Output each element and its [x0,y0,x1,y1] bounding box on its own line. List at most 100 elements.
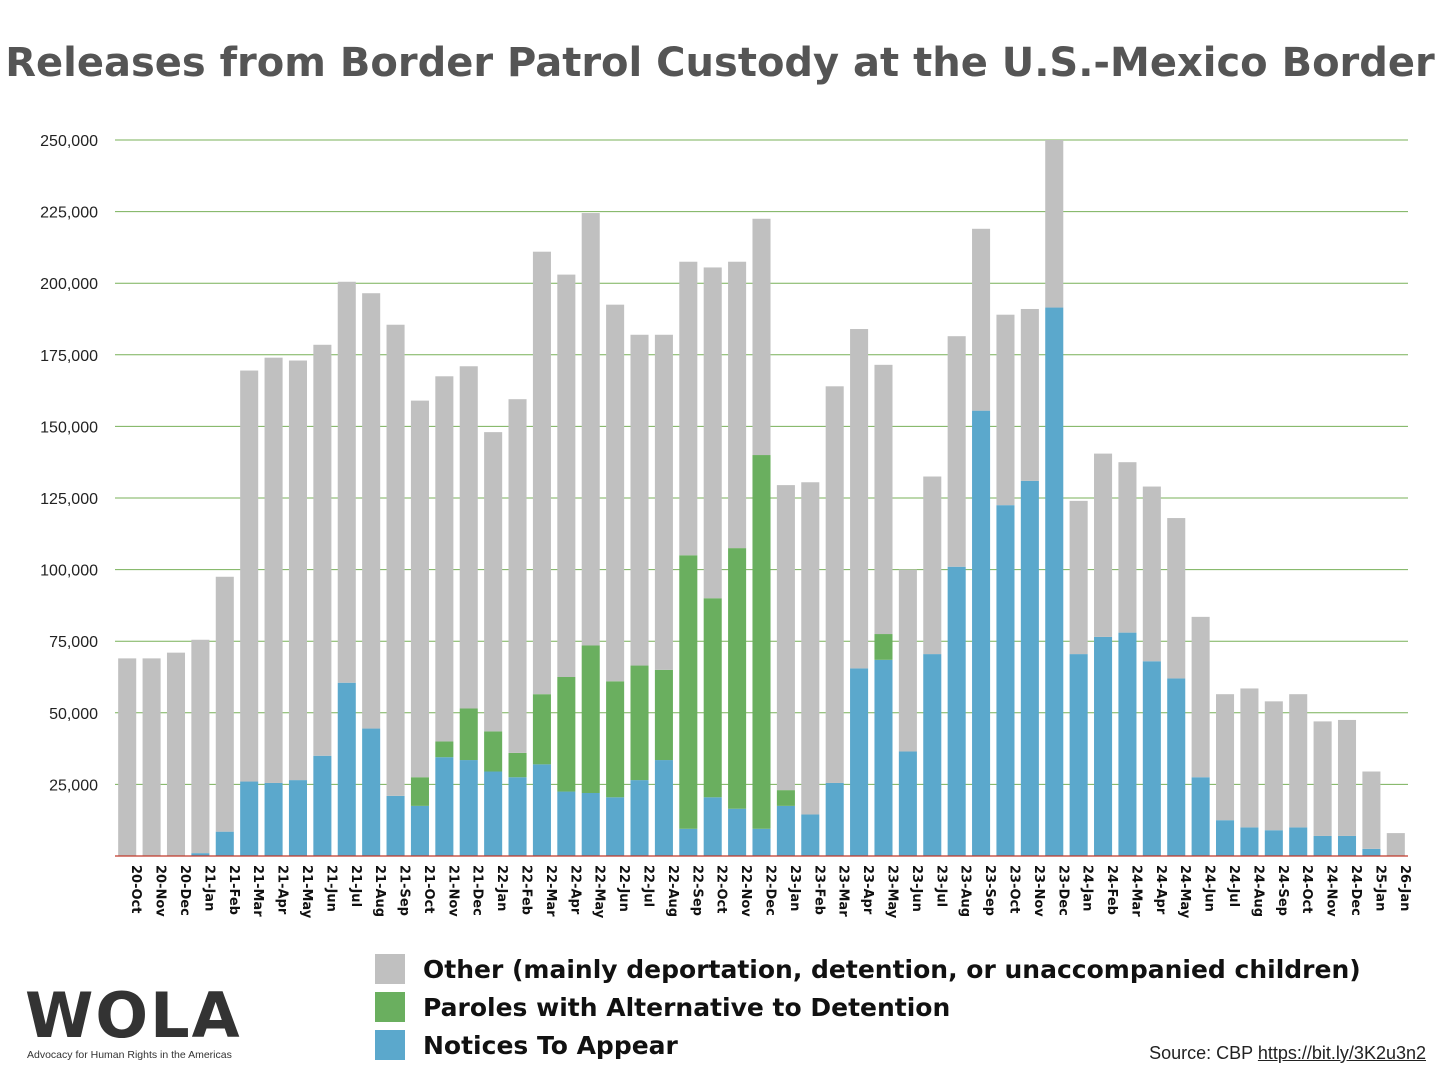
x-tick-label: 24-Feb [1104,865,1119,915]
bar-notices-to-appear [923,654,942,856]
x-tick-label: 22-Sep [689,865,704,916]
bar-notices-to-appear [825,782,844,856]
x-tick-label: 21-Dec [470,865,485,916]
logo-wordmark: WOLA [25,979,242,1052]
bar-parole-atd [508,752,527,778]
y-tick-label: 125,000 [40,491,98,508]
bar-other [1142,486,1161,662]
bar-notices-to-appear [606,797,625,856]
x-tick-label: 24-Aug [1250,865,1265,917]
bar-other [606,304,625,682]
bar-other [484,432,503,732]
bar-other [996,314,1015,506]
x-tick-label: 23-Jul [933,865,948,907]
bar-parole-atd [654,669,673,761]
bar-other [1118,462,1137,633]
legend-item-parole: Paroles with Alternative to Detention [375,988,1361,1026]
bar-other [1045,140,1064,308]
source-prefix: Source: CBP [1149,1043,1253,1063]
x-tick-label: 21-Apr [275,865,290,915]
x-tick-label: 21-Nov [445,865,460,917]
bar-notices-to-appear [1167,678,1186,856]
y-tick-label: 250,000 [40,133,98,150]
bar-parole-atd [776,790,795,806]
bar-notices-to-appear [1313,835,1332,856]
bar-notices-to-appear [240,781,259,856]
bar-notices-to-appear [557,791,576,856]
y-tick-label: 200,000 [40,276,98,293]
bar-notices-to-appear [288,780,307,856]
source-link[interactable]: https://bit.ly/3K2u3n2 [1257,1043,1426,1063]
bar-notices-to-appear [1264,830,1283,856]
legend: Other (mainly deportation, detention, or… [375,950,1361,1064]
bar-other [1362,771,1381,849]
bar-parole-atd [874,634,893,660]
x-tick-label: 22-Feb [519,865,534,915]
x-tick-label: 26-Jan [1397,865,1412,911]
bar-other [142,658,161,856]
bar-other [679,261,698,556]
bar-notices-to-appear [386,795,405,856]
bar-other [874,364,893,635]
bar-parole-atd [752,455,771,829]
x-tick-label: 23-Oct [1006,865,1021,913]
x-tick-label: 24-Jan [1080,865,1095,911]
legend-swatch-other [375,954,405,984]
x-tick-label: 24-Jun [1202,865,1217,912]
bar-other [386,324,405,796]
x-tick-label: 23-Dec [1055,865,1070,916]
bar-notices-to-appear [679,828,698,856]
bar-notices-to-appear [191,853,210,856]
bar-other [1386,833,1405,856]
bar-notices-to-appear [1020,480,1039,856]
x-tick-label: 23-Jan [787,865,802,911]
x-tick-label: 22-Aug [665,865,680,917]
bar-parole-atd [532,694,551,765]
bar-other [362,293,381,729]
bar-other [1191,616,1210,778]
x-tick-label: 21-Mar [250,865,265,917]
bar-other [654,334,673,670]
x-tick-label: 25-Jan [1372,865,1387,911]
bar-notices-to-appear [752,828,771,856]
x-tick-label: 23-Nov [1031,865,1046,917]
y-tick-label: 175,000 [40,348,98,365]
bar-other [947,336,966,567]
bar-other [1167,518,1186,679]
bar-notices-to-appear [459,760,478,856]
x-tick-label: 24-Dec [1348,865,1363,916]
bar-notices-to-appear [996,505,1015,856]
bar-other [118,658,137,856]
bar-notices-to-appear [630,780,649,856]
source-note: Source: CBP https://bit.ly/3K2u3n2 [1149,1043,1426,1064]
bar-other [1289,694,1308,828]
x-tick-label: 22-Nov [738,865,753,917]
bar-other [776,485,795,791]
x-tick-label: 22-Dec [763,865,778,916]
legend-swatch-nta [375,1030,405,1060]
bar-other [557,274,576,677]
bar-parole-atd [606,681,625,798]
bar-parole-atd [630,665,649,781]
bar-notices-to-appear [972,410,991,856]
bar-other [581,213,600,646]
x-tick-label: 21-Oct [421,865,436,913]
bar-other [898,569,917,752]
bar-notices-to-appear [1362,848,1381,856]
y-tick-label: 225,000 [40,205,98,222]
bar-notices-to-appear [508,777,527,856]
x-tick-label: 22-Apr [567,865,582,915]
bar-notices-to-appear [1045,307,1064,856]
bar-other [923,476,942,655]
legend-label-other: Other (mainly deportation, detention, or… [423,954,1361,984]
y-tick-label: 150,000 [40,419,98,436]
x-tick-label: 21-Feb [226,865,241,915]
x-tick-label: 21-Jul [348,865,363,907]
bar-other [264,357,283,783]
bar-other [1264,701,1283,831]
x-tick-label: 24-Oct [1299,865,1314,913]
legend-swatch-parole [375,992,405,1022]
bar-other [532,251,551,695]
bar-other [728,261,747,549]
y-tick-label: 100,000 [40,563,98,580]
